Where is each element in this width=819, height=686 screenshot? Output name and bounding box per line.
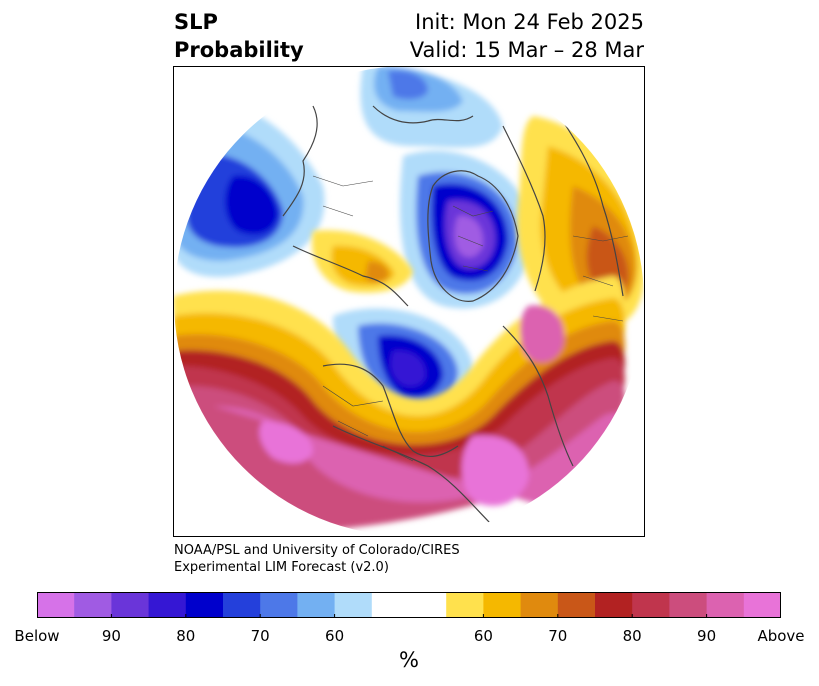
colorbar-tick-label: 70 (250, 627, 270, 645)
colorbar-segment (371, 592, 410, 618)
colorbar-segment (595, 592, 633, 618)
colorbar-segment (446, 592, 484, 618)
colorbar-segment (148, 592, 187, 618)
colorbar-segment (37, 592, 75, 618)
probability-field (174, 66, 644, 536)
colorbar-segment (632, 592, 670, 618)
colorbar-tick-label: Above (757, 627, 805, 645)
init-date: Init: Mon 24 Feb 2025 (415, 10, 644, 34)
colorbar-tick-label: 90 (101, 627, 121, 645)
title-probability: Probability (174, 38, 304, 62)
colorbar-segment (185, 592, 224, 618)
colorbar-segment (520, 592, 559, 618)
credit-line-2: Experimental LIM Forecast (v2.0) (174, 560, 389, 575)
colorbar-segment (669, 592, 708, 618)
map-frame (173, 66, 645, 537)
colorbar-segment (260, 592, 298, 618)
colorbar-tick-label: Below (14, 627, 60, 645)
colorbar-segment (223, 592, 261, 618)
title-left: SLP Probability (174, 8, 304, 64)
colorbar-tick-label: 80 (622, 627, 642, 645)
colorbar-tick-label: 90 (697, 627, 717, 645)
credit-line-1: NOAA/PSL and University of Colorado/CIRE… (174, 543, 460, 558)
colorbar-segment (297, 592, 336, 618)
borders (312, 175, 629, 462)
colorbar-unit-label: % (399, 648, 419, 672)
title-right: Init: Mon 24 Feb 2025 Valid: 15 Mar – 28… (410, 8, 644, 64)
credit: NOAA/PSL and University of Colorado/CIRE… (174, 542, 460, 576)
colorbar (37, 592, 781, 618)
title-variable: SLP (174, 10, 218, 34)
colorbar-segment (74, 592, 112, 618)
valid-range: Valid: 15 Mar – 28 Mar (409, 38, 644, 62)
colorbar-tick-label: 60 (473, 627, 493, 645)
colorbar-tick-label: 80 (176, 627, 196, 645)
colorbar-segment (743, 592, 781, 618)
colorbar-tick-label: 60 (325, 627, 345, 645)
colorbar-segment (409, 592, 447, 618)
colorbar-frame (37, 592, 781, 618)
colorbar-segment (483, 592, 522, 618)
colorbar-tick-label: 70 (548, 627, 568, 645)
colorbar-segment (557, 592, 596, 618)
colorbar-segment (334, 592, 373, 618)
colorbar-segment (111, 592, 150, 618)
coastlines (282, 105, 624, 527)
colorbar-segment (706, 592, 745, 618)
probability-map (173, 66, 645, 537)
